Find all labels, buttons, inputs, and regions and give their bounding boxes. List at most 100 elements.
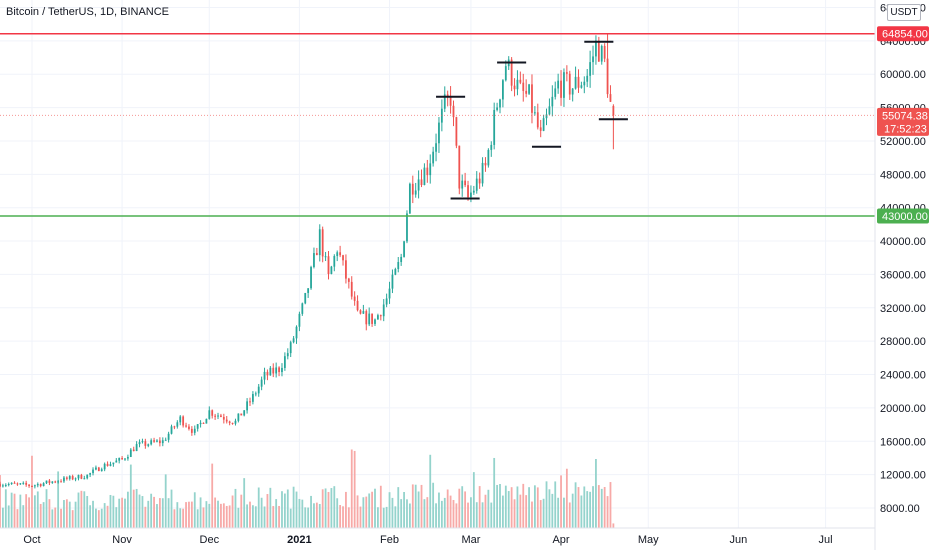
volume-bar [16,509,19,528]
volume-bar [350,449,353,528]
volume-bar [2,507,4,528]
candle-body [86,474,89,479]
candle-body [292,338,295,343]
volume-bar [397,487,400,528]
price-tick-label: 40000.00 [880,236,926,248]
volume-bar [539,500,542,528]
volume-bar [356,495,359,528]
candle-body [589,62,592,76]
volume-bar [592,486,594,528]
volume-bar [51,509,54,528]
time-axis[interactable]: Oct Nov Dec 2021 Feb Mar Apr May Jun Jul [23,534,832,546]
candle-body [408,183,411,214]
volume-bar [577,487,580,528]
candle-body [525,90,528,94]
candle-body [45,480,48,484]
candle-body [263,371,266,380]
price-tags: 64854.00 55074.38 17:52:23 43000.00 [877,26,929,224]
volume-bar [452,499,455,528]
volume-bar [423,499,426,528]
candle-body [275,367,278,374]
volume-bar [385,506,388,528]
candle-body [80,474,83,479]
candle-body [4,484,7,486]
candle-body [490,144,493,150]
volume-bar [522,483,525,528]
volume-bar [478,486,481,528]
volume-bar [100,508,103,528]
volume-bar [467,502,469,528]
price-tick-label: 8000.00 [880,503,920,515]
candle-body [443,94,446,109]
volume-bar [199,497,202,528]
candle-body [202,422,205,424]
volume-bar [95,508,97,528]
volume-bar [504,485,507,528]
candle-body [533,112,536,114]
candle-body [278,367,280,373]
volume-bar [449,495,452,528]
candle-body [371,313,373,324]
candle-body [382,304,385,317]
volume-bar [193,492,196,528]
candle-body [138,442,141,445]
price-tick-label: 16000.00 [880,436,926,448]
volume-bar [7,505,10,528]
candle-body [388,288,391,299]
candle-body [315,253,318,256]
volume-bar [510,487,513,528]
volume-bar [536,487,539,528]
volume-bar [589,491,592,528]
volume-bar [563,497,565,528]
candle-body [144,441,147,446]
candle-body [237,413,240,421]
candle-body [220,415,222,417]
volume-bar [493,457,496,528]
candle-body [560,80,562,98]
time-tick-label: Feb [380,534,399,546]
candle-body [435,143,437,152]
candle-body [2,485,4,487]
volume-bar [475,502,478,528]
volume-bar [234,488,237,528]
volume-bar [502,495,504,528]
candle-body [289,342,292,354]
volume-bar [400,499,403,528]
price-tick-label: 52000.00 [880,136,926,148]
candle-body [484,162,487,166]
volume-bar [176,502,179,528]
volume-bar [249,501,251,528]
volume-bar [487,489,490,528]
volume-bar [324,488,327,528]
volume-bar [57,471,60,528]
candle-body [545,114,548,119]
candle-body [554,88,557,97]
bar-countdown: 17:52:23 [884,123,927,135]
volume-bar [243,478,246,528]
time-tick-label: Oct [23,534,40,546]
candle-body [173,426,176,428]
volume-bar [484,494,487,528]
candle-body [586,75,589,82]
candle-body [63,477,65,482]
price-axis[interactable]: 8000.00 12000.00 16000.00 20000.00 24000.00 2… [880,3,926,515]
volume-bar [310,495,312,528]
volume-bar [269,487,272,528]
volume-bar [315,502,318,528]
candlestick-series [0,33,615,489]
candle-body [246,401,248,411]
candle-body [420,179,423,186]
candle-body [121,457,123,460]
candle-body [214,415,217,417]
volume-bar [228,505,231,528]
candle-body [205,418,208,424]
currency-unit-button[interactable]: USDT [887,4,921,21]
candle-body [571,88,574,95]
volume-bar [318,504,321,528]
candle-body [42,483,45,487]
candle-body [16,483,19,485]
volume-bar [173,509,176,528]
candle-body [400,256,403,263]
candle-body [48,480,51,483]
